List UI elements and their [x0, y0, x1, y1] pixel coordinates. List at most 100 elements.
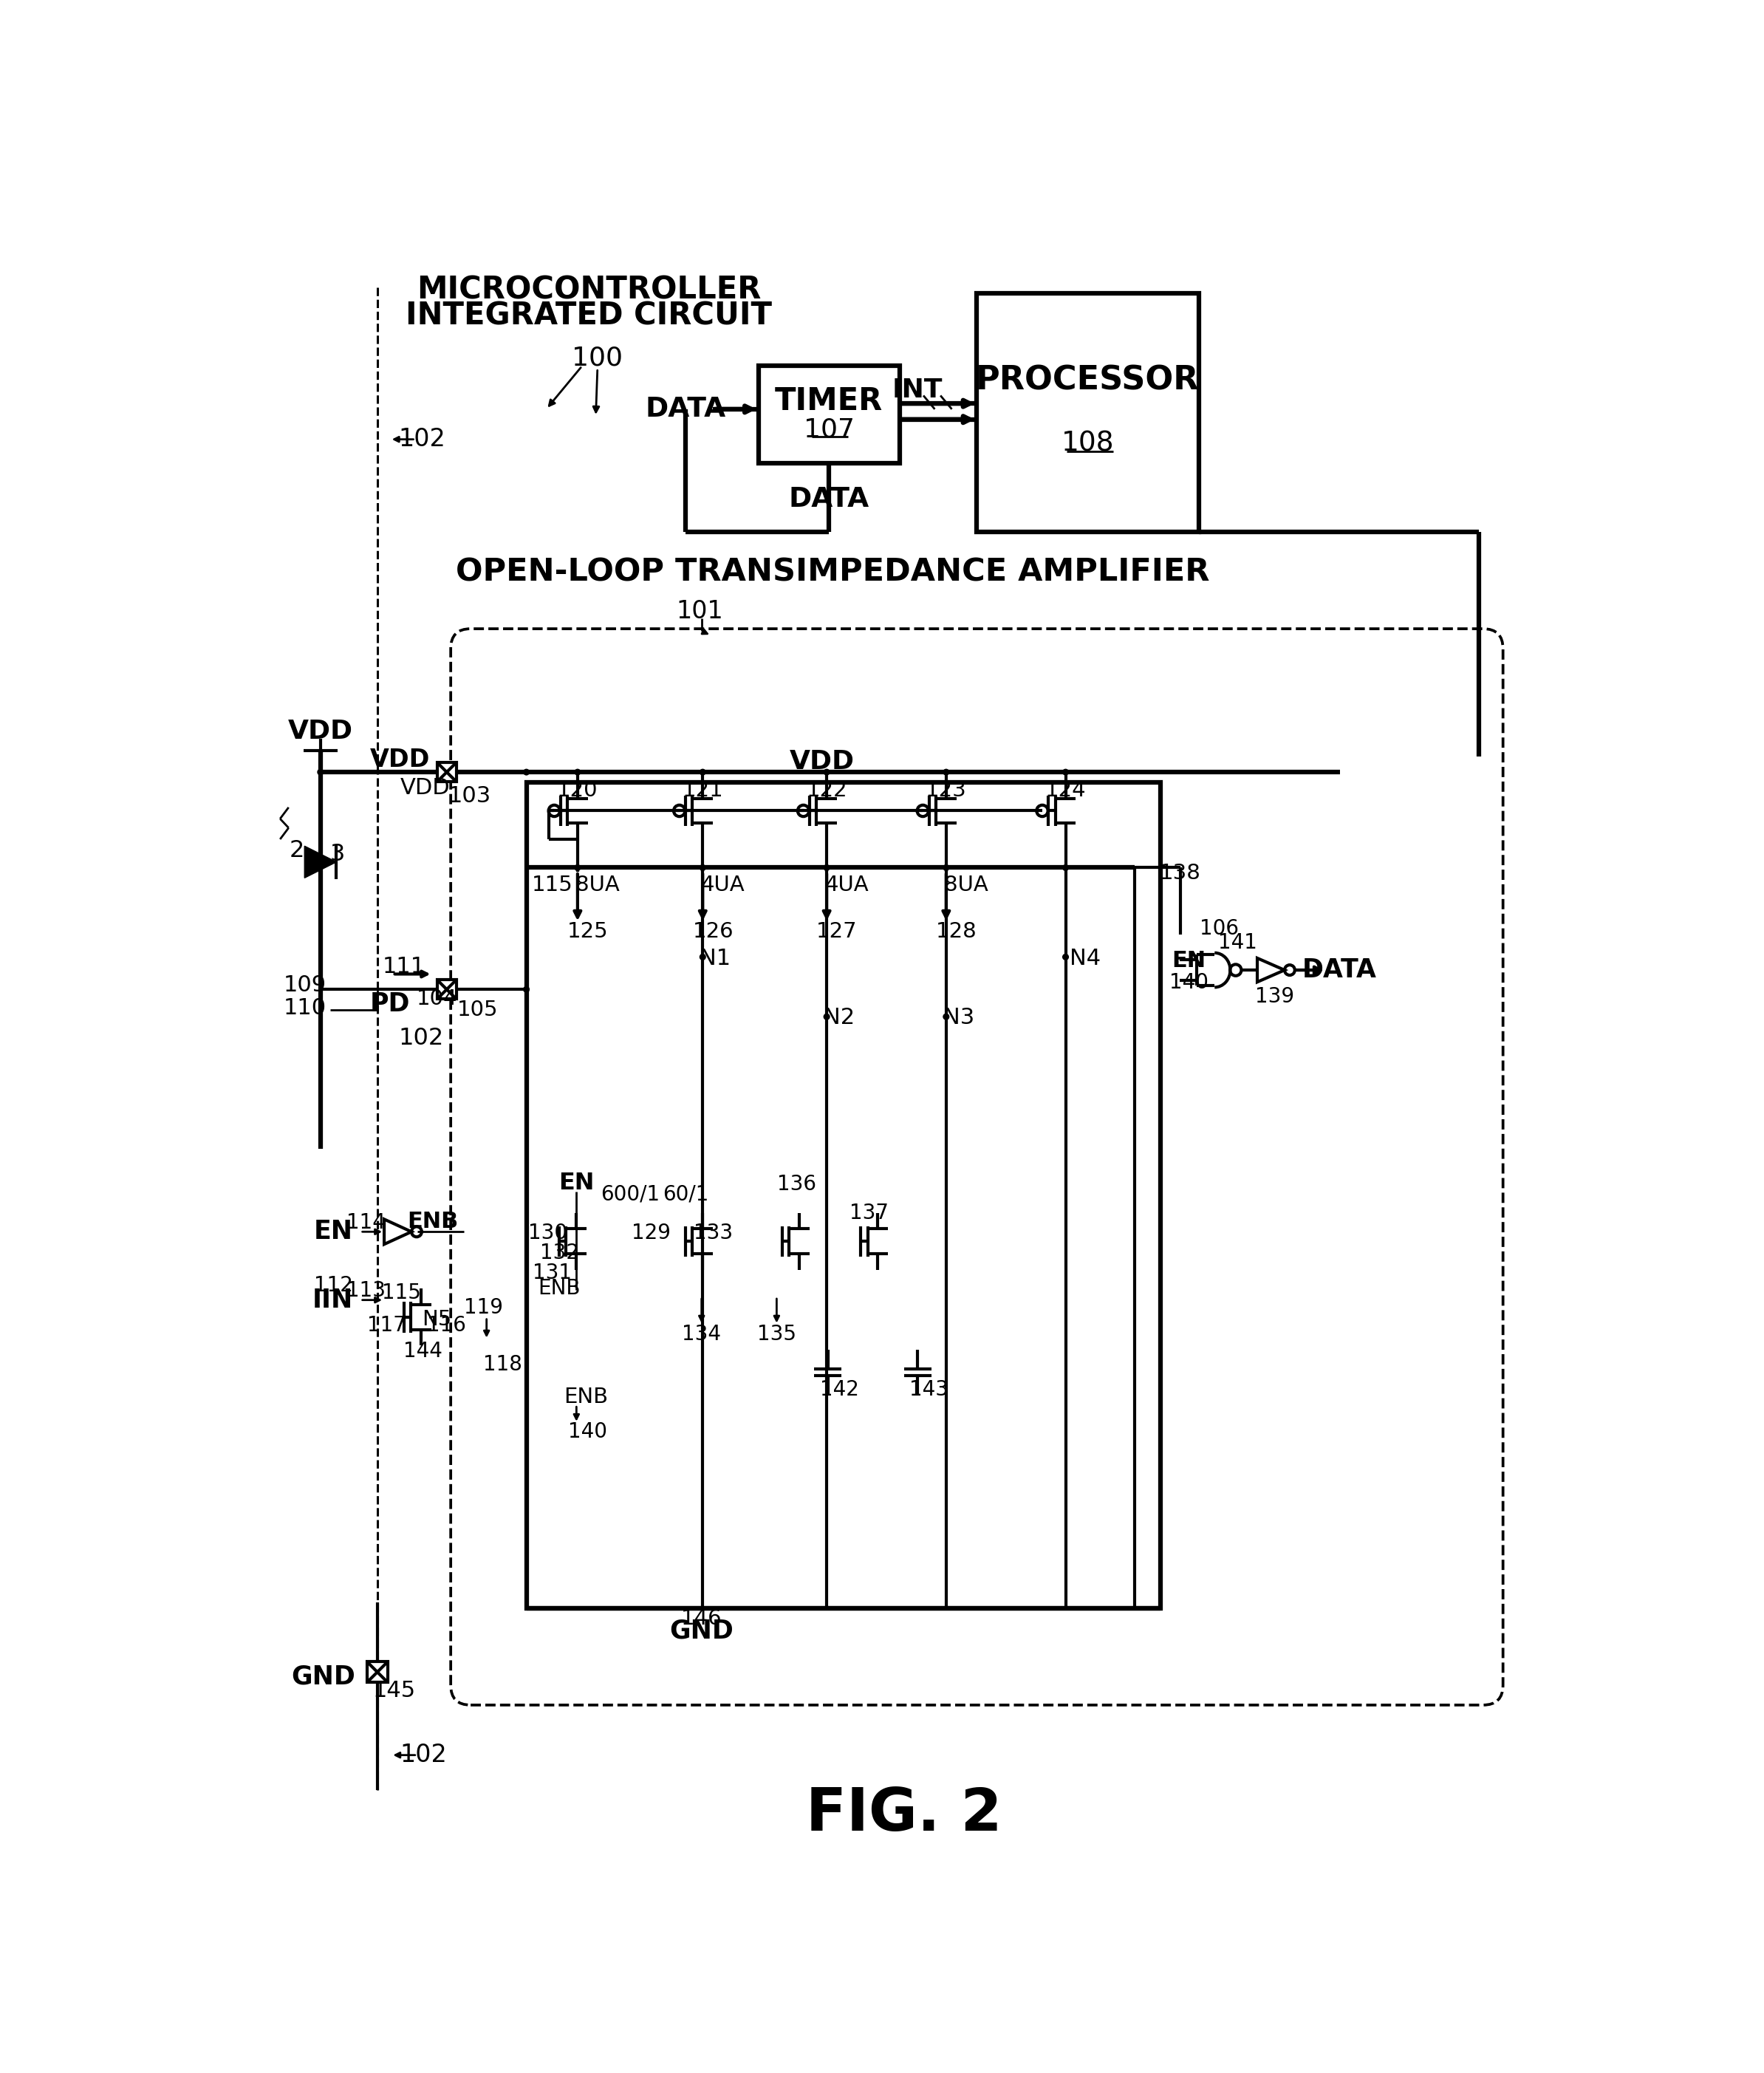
Text: GND: GND [291, 1665, 356, 1689]
Text: 104: 104 [416, 989, 457, 1010]
Text: 129: 129 [632, 1223, 670, 1244]
Text: VDD: VDD [790, 748, 854, 775]
Text: TIMER: TIMER [774, 386, 884, 417]
Text: 101: 101 [676, 599, 723, 624]
Text: 121: 121 [683, 779, 723, 800]
Text: 102: 102 [400, 1743, 448, 1768]
Text: 8UA: 8UA [575, 875, 619, 896]
Bar [367, 1663, 388, 1683]
Text: 102: 102 [399, 1026, 445, 1049]
Text: 127: 127 [817, 920, 857, 941]
Text: 112: 112 [314, 1275, 353, 1296]
Circle shape [824, 864, 829, 871]
Text: 116: 116 [427, 1314, 466, 1335]
Circle shape [700, 864, 706, 871]
Text: 117: 117 [367, 1314, 406, 1335]
Polygon shape [305, 846, 337, 877]
Text: 128: 128 [935, 920, 977, 941]
Text: N1: N1 [700, 947, 730, 970]
Text: 146: 146 [681, 1609, 721, 1629]
Text: MICROCONTROLLER: MICROCONTROLLER [416, 274, 762, 305]
Text: 111: 111 [383, 956, 425, 976]
Text: IIN: IIN [312, 1287, 353, 1312]
Text: N4: N4 [1071, 947, 1101, 970]
Text: PROCESSOR: PROCESSOR [975, 365, 1200, 396]
Text: ENB: ENB [407, 1211, 459, 1231]
Circle shape [700, 954, 706, 960]
Text: 135: 135 [757, 1325, 796, 1345]
Text: 600/1: 600/1 [600, 1184, 660, 1204]
Text: 142: 142 [820, 1379, 859, 1399]
Text: 141: 141 [1217, 933, 1258, 954]
Circle shape [1062, 864, 1069, 871]
Circle shape [575, 864, 580, 871]
Text: 145: 145 [372, 1679, 416, 1702]
Circle shape [824, 769, 829, 775]
Text: 105: 105 [457, 999, 497, 1020]
Text: 138: 138 [1161, 862, 1201, 883]
Text: 102: 102 [399, 427, 446, 452]
Text: 133: 133 [693, 1223, 732, 1244]
Text: 134: 134 [683, 1325, 721, 1345]
Circle shape [524, 987, 529, 993]
Text: N3: N3 [944, 1007, 974, 1028]
Text: 113: 113 [346, 1281, 386, 1302]
Circle shape [318, 769, 323, 775]
Circle shape [1062, 954, 1069, 960]
Text: 144: 144 [404, 1341, 443, 1362]
Text: 100: 100 [572, 346, 623, 371]
Text: 106: 106 [1200, 918, 1238, 939]
Text: 119: 119 [464, 1298, 503, 1318]
Text: 4UA: 4UA [700, 875, 744, 896]
Text: 126: 126 [693, 920, 734, 941]
Bar [437, 981, 457, 999]
Text: EN: EN [314, 1219, 353, 1244]
Text: 115: 115 [381, 1283, 422, 1304]
Circle shape [944, 769, 949, 775]
Text: ENB: ENB [564, 1387, 609, 1408]
Text: 137: 137 [848, 1202, 889, 1223]
Text: ENB: ENB [538, 1279, 580, 1300]
Text: INTEGRATED CIRCUIT: INTEGRATED CIRCUIT [406, 301, 773, 332]
Text: EN: EN [1171, 949, 1207, 972]
Bar [977, 292, 1200, 533]
Text: DATA: DATA [789, 485, 870, 512]
Circle shape [524, 769, 529, 775]
Text: VDD: VDD [400, 777, 450, 798]
Text: OPEN-LOOP TRANSIMPEDANCE AMPLIFIER: OPEN-LOOP TRANSIMPEDANCE AMPLIFIER [455, 556, 1210, 587]
Text: 132: 132 [540, 1242, 579, 1262]
Text: 120: 120 [557, 779, 598, 800]
Text: 143: 143 [910, 1379, 949, 1399]
Text: PD: PD [370, 991, 409, 1016]
Text: 60/1: 60/1 [663, 1184, 709, 1204]
Text: 8UA: 8UA [944, 875, 988, 896]
Text: 3: 3 [330, 844, 346, 867]
Text: 122: 122 [806, 779, 847, 800]
Text: 103: 103 [448, 786, 490, 806]
Text: INT: INT [893, 377, 944, 402]
Circle shape [944, 864, 949, 871]
Text: DATA: DATA [1302, 958, 1378, 983]
Text: 109: 109 [284, 974, 326, 997]
Text: 114: 114 [346, 1213, 386, 1233]
Bar [759, 365, 900, 462]
Text: 139: 139 [1254, 987, 1295, 1007]
Text: N5: N5 [422, 1308, 452, 1329]
Text: 118: 118 [483, 1354, 522, 1374]
Text: 4UA: 4UA [824, 875, 868, 896]
Text: 123: 123 [926, 779, 967, 800]
Circle shape [944, 1014, 949, 1020]
Text: 108: 108 [1062, 429, 1115, 456]
Text: EN: EN [559, 1171, 594, 1194]
Circle shape [824, 1014, 829, 1020]
Circle shape [1062, 769, 1069, 775]
Circle shape [575, 769, 580, 775]
Text: VDD: VDD [370, 748, 430, 771]
Text: 130: 130 [529, 1223, 568, 1244]
Text: FIG. 2: FIG. 2 [806, 1785, 1002, 1843]
Text: 115: 115 [531, 875, 573, 896]
Text: 125: 125 [568, 920, 609, 941]
Text: DATA: DATA [646, 396, 727, 423]
Text: N2: N2 [824, 1007, 856, 1028]
Text: 2: 2 [289, 840, 305, 862]
